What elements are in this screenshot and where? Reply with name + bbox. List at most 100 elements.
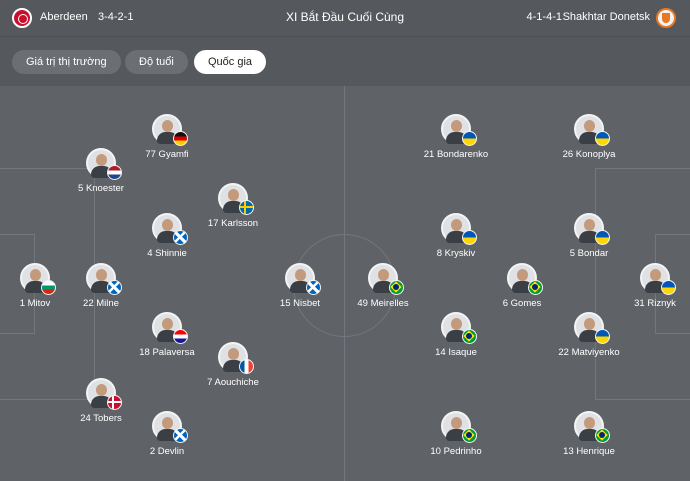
player-avatar (152, 312, 188, 344)
player-avatar (574, 411, 610, 443)
player-name: 8 Kryskiv (436, 248, 476, 259)
player-card[interactable]: 18 Palaversa (122, 312, 212, 358)
lineup-title: XI Bắt Đầu Cuối Cùng (285, 10, 405, 24)
ukraine-flag-icon (595, 329, 610, 344)
player-name: 5 Bondar (569, 248, 609, 259)
player-avatar (441, 312, 477, 344)
ukraine-flag-icon (462, 230, 477, 245)
aberdeen-logo-icon[interactable] (12, 8, 32, 28)
player-card[interactable]: 17 Karlsson (188, 183, 278, 229)
lineup-header: Aberdeen 3-4-2-1 XI Bắt Đầu Cuối Cùng 4-… (0, 0, 690, 36)
scotland-flag-icon (173, 230, 188, 245)
player-avatar (285, 263, 321, 295)
home-formation: 3-4-2-1 (98, 11, 134, 23)
france-flag-icon (239, 359, 254, 374)
filter-tabs: Giá trị thị trường Độ tuổi Quốc gia (0, 36, 690, 86)
player-avatar (574, 114, 610, 146)
player-card[interactable]: 22 Milne (56, 263, 146, 309)
player-name: 31 Riznyk (634, 298, 676, 309)
player-name: 4 Shinnie (147, 248, 187, 259)
player-card[interactable]: 8 Kryskiv (411, 213, 501, 259)
player-card[interactable]: 21 Bondarenko (411, 114, 501, 160)
scotland-flag-icon (306, 280, 321, 295)
player-card[interactable]: 15 Nisbet (255, 263, 345, 309)
player-card[interactable]: 10 Pedrinho (411, 411, 501, 457)
bulgaria-flag-icon (41, 280, 56, 295)
player-avatar (86, 378, 122, 410)
away-formation: 4-1-4-1 (526, 11, 562, 23)
player-avatar (218, 342, 254, 374)
player-name: 7 Aouchiche (207, 377, 259, 388)
sweden-flag-icon (239, 200, 254, 215)
penalty-area-right (595, 168, 690, 400)
player-name: 24 Tobers (80, 413, 122, 424)
scotland-flag-icon (173, 428, 188, 443)
player-card[interactable]: 2 Devlin (122, 411, 212, 457)
player-avatar (441, 411, 477, 443)
player-avatar (86, 263, 122, 295)
brazil-flag-icon (595, 428, 610, 443)
player-avatar (574, 312, 610, 344)
ukraine-flag-icon (462, 131, 477, 146)
brazil-flag-icon (462, 428, 477, 443)
croatia-flag-icon (173, 329, 188, 344)
player-name: 5 Knoester (78, 183, 124, 194)
ukraine-flag-icon (661, 280, 676, 295)
player-name: 2 Devlin (149, 446, 185, 457)
player-name: 14 Isaque (435, 347, 477, 358)
player-avatar (507, 263, 543, 295)
player-name: 21 Bondarenko (423, 149, 489, 160)
away-team-name[interactable]: Shakhtar Donetsk (562, 11, 650, 23)
player-card[interactable]: 5 Bondar (544, 213, 634, 259)
tab-age[interactable]: Độ tuổi (125, 50, 188, 74)
player-avatar (152, 411, 188, 443)
player-name: 49 Meirelles (357, 298, 409, 309)
player-avatar (152, 114, 188, 146)
denmark-flag-icon (107, 395, 122, 410)
tab-market-value[interactable]: Giá trị thị trường (12, 50, 121, 74)
player-name: 15 Nisbet (279, 298, 321, 309)
pitch: 1 Mitov 22 Milne 5 Knoester 4 Shinnie 24… (0, 86, 690, 481)
ukraine-flag-icon (595, 230, 610, 245)
player-name: 1 Mitov (19, 298, 51, 309)
player-card[interactable]: 77 Gyamfi (122, 114, 212, 160)
player-name: 10 Pedrinho (430, 446, 482, 457)
player-card[interactable]: 49 Meirelles (338, 263, 428, 309)
brazil-flag-icon (528, 280, 543, 295)
player-card[interactable]: 26 Konoplya (544, 114, 634, 160)
player-avatar (86, 148, 122, 180)
player-card[interactable]: 5 Knoester (56, 148, 146, 194)
player-avatar (441, 114, 477, 146)
player-name: 22 Matviyenko (558, 347, 620, 358)
player-card[interactable]: 14 Isaque (411, 312, 501, 358)
player-name: 13 Henrique (563, 446, 615, 457)
player-name: 26 Konoplya (562, 149, 616, 160)
player-avatar (218, 183, 254, 215)
player-card[interactable]: 13 Henrique (544, 411, 634, 457)
player-card[interactable]: 22 Matviyenko (544, 312, 634, 358)
player-name: 17 Karlsson (207, 218, 259, 229)
player-card[interactable]: 31 Riznyk (610, 263, 690, 309)
player-avatar (441, 213, 477, 245)
player-card[interactable]: 4 Shinnie (122, 213, 212, 259)
player-card[interactable]: 1 Mitov (0, 263, 80, 309)
player-card[interactable]: 6 Gomes (477, 263, 567, 309)
player-avatar (20, 263, 56, 295)
ukraine-flag-icon (595, 131, 610, 146)
player-name: 22 Milne (83, 298, 119, 309)
brazil-flag-icon (389, 280, 404, 295)
player-name: 18 Palaversa (139, 347, 195, 358)
player-name: 6 Gomes (502, 298, 542, 309)
home-team-name[interactable]: Aberdeen (40, 11, 88, 23)
player-card[interactable]: 24 Tobers (56, 378, 146, 424)
germany-flag-icon (173, 131, 188, 146)
player-avatar (368, 263, 404, 295)
player-avatar (152, 213, 188, 245)
shakhtar-logo-icon[interactable] (656, 8, 676, 28)
player-card[interactable]: 7 Aouchiche (188, 342, 278, 388)
scotland-flag-icon (107, 280, 122, 295)
netherlands-flag-icon (107, 165, 122, 180)
tab-nationality[interactable]: Quốc gia (194, 50, 267, 74)
player-avatar (574, 213, 610, 245)
brazil-flag-icon (462, 329, 477, 344)
